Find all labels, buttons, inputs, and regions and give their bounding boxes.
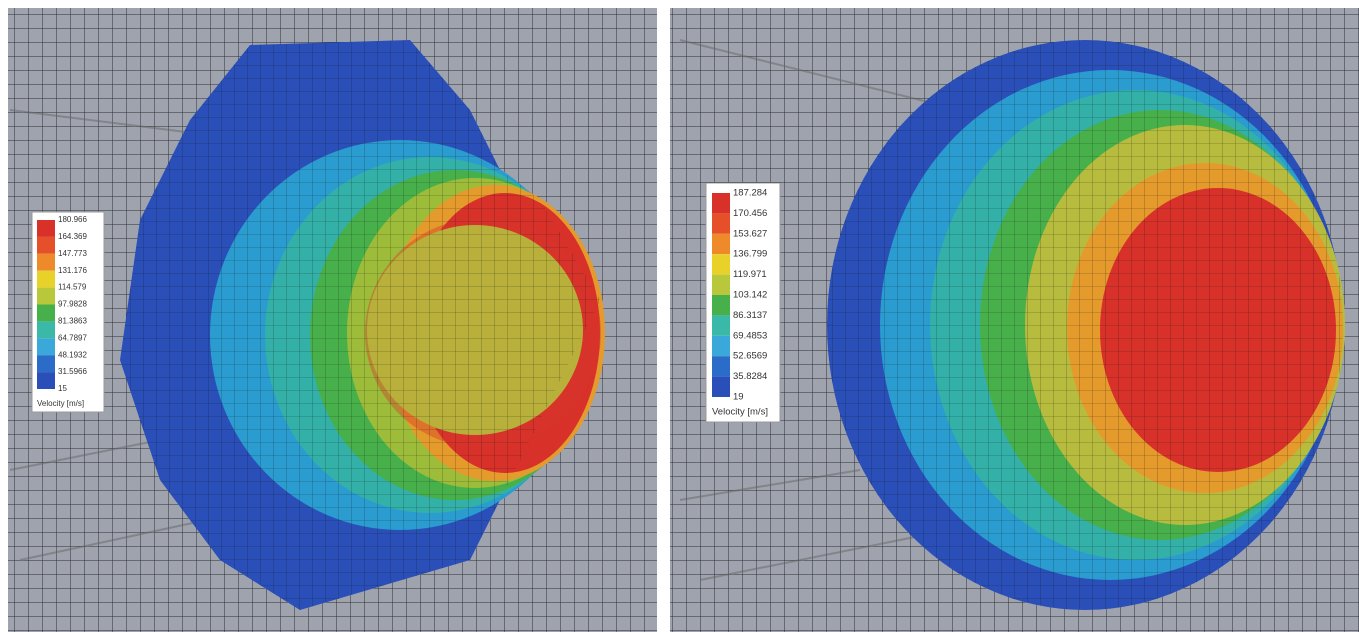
legend-label: 103.142 — [733, 290, 767, 301]
legend-label: 136.799 — [733, 249, 767, 260]
legend-swatch — [712, 377, 730, 397]
legend-label: 180.966 — [58, 215, 87, 224]
legend-label: 131.176 — [58, 266, 87, 275]
legend-swatch — [712, 275, 730, 295]
legend-swatch — [712, 193, 730, 213]
legend-label: 15 — [58, 384, 67, 393]
legend-swatch — [37, 271, 55, 288]
legend-label: 97.9828 — [58, 300, 87, 309]
legend-swatch — [712, 234, 730, 254]
legend-swatch — [37, 288, 55, 305]
legend-label: 86.3137 — [733, 310, 767, 321]
legend-swatch — [37, 372, 55, 389]
left-panel — [8, 8, 657, 632]
legend-title: Velocity [m/s] — [37, 399, 84, 408]
legend-swatch — [712, 315, 730, 335]
legend-label: 147.773 — [58, 249, 87, 258]
legend-label: 31.5966 — [58, 367, 87, 376]
legend-label: 48.1932 — [58, 350, 87, 359]
legend-label: 64.7897 — [58, 333, 87, 342]
legend-swatch — [712, 336, 730, 356]
legend-swatch — [37, 355, 55, 372]
legend-label: 69.4853 — [733, 330, 767, 341]
legend-swatch — [712, 356, 730, 376]
legend-swatch — [37, 321, 55, 338]
legend-swatch — [37, 220, 55, 237]
legend-label: 153.627 — [733, 228, 767, 239]
legend-swatch — [37, 237, 55, 254]
legend-swatch — [37, 338, 55, 355]
legend-label: 19 — [733, 392, 744, 403]
legend-swatch — [712, 213, 730, 233]
legend-swatch — [712, 254, 730, 274]
legend-swatch — [712, 295, 730, 315]
legend-swatch — [37, 305, 55, 322]
legend-label: 164.369 — [58, 232, 87, 241]
legend-label: 119.971 — [733, 269, 767, 280]
legend-label: 35.8284 — [733, 371, 767, 382]
legend-label: 114.579 — [58, 283, 87, 292]
legend-label: 187.284 — [733, 188, 767, 199]
legend-label: 81.3863 — [58, 317, 87, 326]
legend-title: Velocity [m/s] — [712, 407, 768, 418]
legend-label: 170.456 — [733, 208, 767, 219]
legend-label: 52.6569 — [733, 351, 767, 362]
legend-swatch — [37, 254, 55, 271]
figure: 180.966 164.369 147.773 131.176 114.579 97.98… — [0, 0, 1359, 632]
